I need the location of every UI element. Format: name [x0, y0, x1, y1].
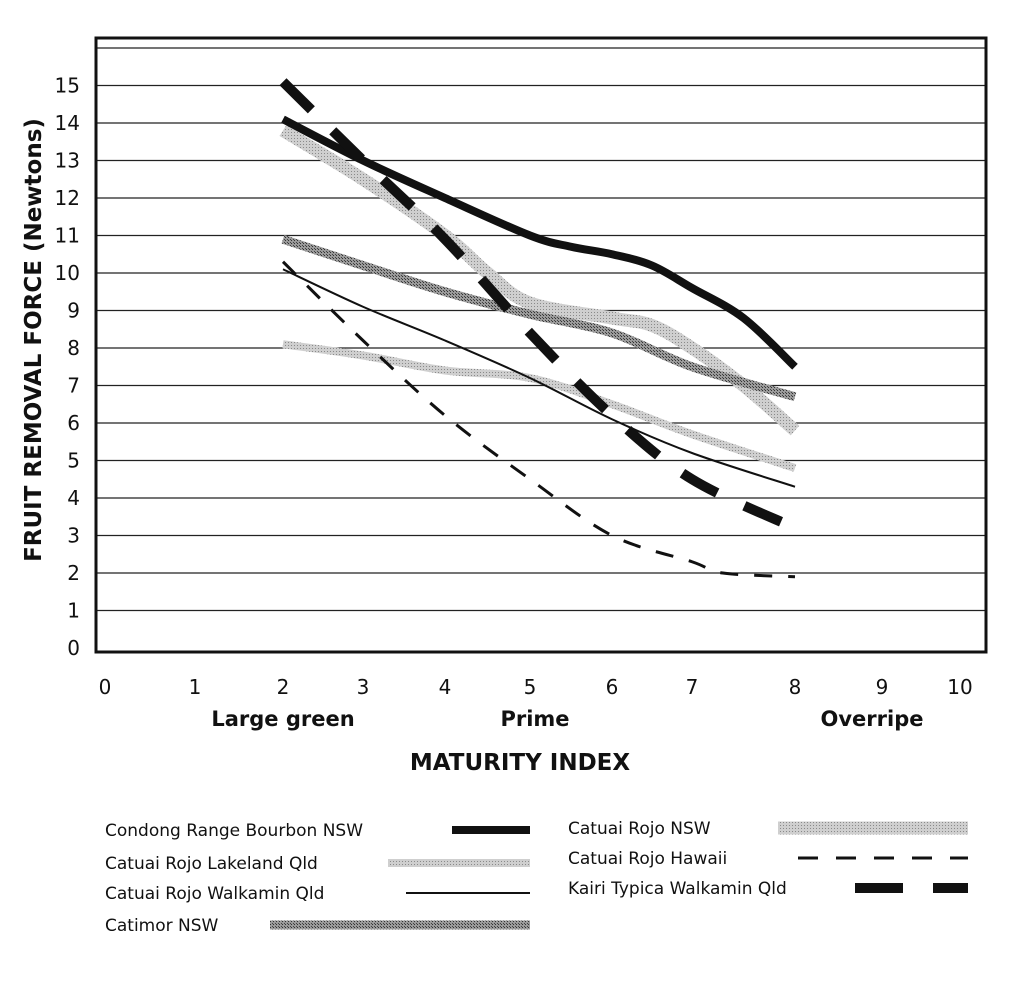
y-tick-label: 11: [55, 224, 80, 248]
y-tick-label: 12: [55, 186, 80, 210]
legend-item: Kairi Typica Walkamin Qld: [568, 879, 968, 899]
legend-label: Catuai Rojo NSW: [568, 819, 711, 839]
legend-item: Catuai Rojo NSW: [568, 819, 968, 839]
x-tick-label: 4: [439, 675, 452, 699]
x-tick-label: 1: [189, 675, 202, 699]
series-line-catuai-rojo-nsw: [279, 124, 800, 436]
y-tick-label: 1: [67, 599, 80, 623]
legend-label: Catuai Rojo Hawaii: [568, 849, 727, 869]
y-tick-label: 14: [55, 111, 80, 135]
x-category-label: Prime: [500, 707, 569, 731]
legend-label: Catimor NSW: [105, 916, 219, 936]
y-axis-label: FRUIT REMOVAL FORCE (Newtons): [21, 118, 47, 562]
y-tick-label: 4: [67, 486, 80, 510]
legend-item: Catuai Rojo Hawaii: [568, 849, 968, 869]
x-tick-label: 0: [99, 675, 112, 699]
x-category-label: Overripe: [821, 707, 924, 731]
series-line-catuai-rojo-walkamin-qld: [282, 268, 796, 488]
y-tick-label: 13: [55, 149, 80, 173]
legend: Condong Range Bourbon NSW Catuai Rojo Lak…: [105, 819, 968, 936]
legend-item: Catuai Rojo Walkamin Qld: [105, 884, 530, 904]
legend-label: Kairi Typica Walkamin Qld: [568, 879, 787, 899]
x-category-label: Large green: [211, 707, 354, 731]
legend-label: Catuai Rojo Lakeland Qld: [105, 854, 318, 874]
y-tick-label: 7: [67, 374, 80, 398]
series-line-catimor-nsw: [281, 234, 797, 402]
x-tick-label: 2: [277, 675, 290, 699]
legend-label: Catuai Rojo Walkamin Qld: [105, 884, 324, 904]
legend-label: Condong Range Bourbon NSW: [105, 821, 363, 841]
plot-frame: [94, 36, 988, 654]
x-axis-label: MATURITY INDEX: [410, 750, 630, 776]
y-tick-label: 9: [67, 299, 80, 323]
y-tick-label: 6: [67, 411, 80, 435]
series-lines: [279, 78, 800, 579]
x-tick-label: 6: [606, 675, 619, 699]
x-tick-label: 3: [357, 675, 370, 699]
x-tick-label: 7: [686, 675, 699, 699]
legend-item: Catimor NSW: [105, 916, 530, 936]
x-tick-label: 9: [876, 675, 889, 699]
y-tick-label: 15: [55, 74, 80, 98]
series-line-condong-range-bourbon-nsw: [281, 115, 798, 370]
legend-item: Catuai Rojo Lakeland Qld: [105, 854, 530, 874]
x-tick-label: 10: [947, 675, 972, 699]
x-category-labels: Large green Prime Overripe: [211, 707, 923, 731]
gridlines: [96, 47, 986, 612]
y-tick-label: 5: [67, 449, 80, 473]
series-line-kairi-typica-walkamin-qld: [279, 78, 798, 533]
y-tick-label: 10: [55, 261, 80, 285]
y-tick-label: 0: [67, 636, 80, 660]
x-tick-label: 5: [524, 675, 537, 699]
y-tick-label: 2: [67, 561, 80, 585]
x-tick-label: 8: [789, 675, 802, 699]
series-line-catuai-rojo-hawaii: [281, 260, 796, 579]
y-tick-label: 8: [67, 336, 80, 360]
y-tick-label: 3: [67, 524, 80, 548]
legend-item: Condong Range Bourbon NSW: [105, 821, 530, 841]
x-axis-ticks: 0 1 2 3 4 5 6 7 8 9 10: [99, 675, 973, 699]
